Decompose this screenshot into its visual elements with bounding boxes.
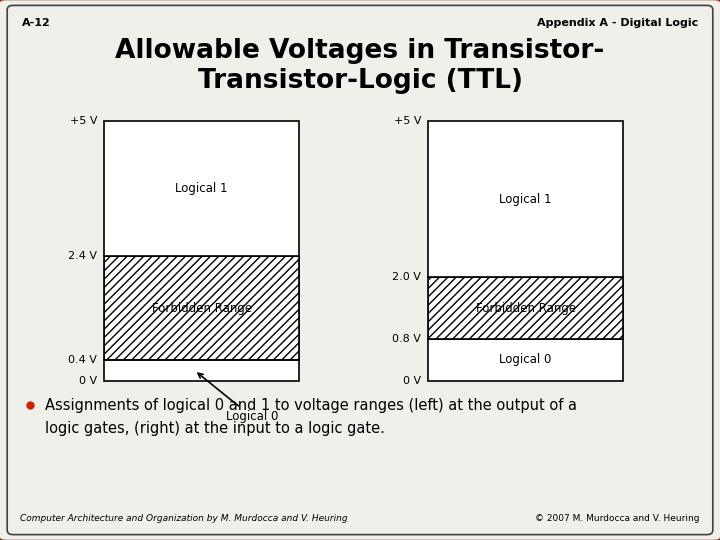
Bar: [104, 360, 299, 381]
Text: 0 V: 0 V: [403, 376, 421, 386]
Text: Computer Architecture and Organization by M. Murdocca and V. Heuring: Computer Architecture and Organization b…: [20, 514, 348, 523]
Text: 2.0 V: 2.0 V: [392, 272, 421, 282]
Bar: [428, 122, 623, 277]
Text: 2.4 V: 2.4 V: [68, 251, 97, 261]
Bar: [428, 277, 623, 339]
Bar: [428, 339, 623, 381]
Text: Logical 1: Logical 1: [500, 193, 552, 206]
Text: Transistor-Logic (TTL): Transistor-Logic (TTL): [197, 68, 523, 93]
Bar: [104, 256, 299, 360]
Text: 0 V: 0 V: [79, 376, 97, 386]
Text: Appendix A - Digital Logic: Appendix A - Digital Logic: [537, 18, 698, 28]
Bar: [104, 256, 299, 360]
Bar: [104, 122, 299, 256]
Text: Allowable Voltages in Transistor-: Allowable Voltages in Transistor-: [115, 38, 605, 64]
Text: 0.4 V: 0.4 V: [68, 355, 97, 365]
Text: Assignments of logical 0 and 1 to voltage ranges (left) at the output of a: Assignments of logical 0 and 1 to voltag…: [45, 398, 577, 413]
Text: Logical 1: Logical 1: [176, 183, 228, 195]
Text: © 2007 M. Murdocca and V. Heuring: © 2007 M. Murdocca and V. Heuring: [536, 514, 700, 523]
Text: +5 V: +5 V: [70, 117, 97, 126]
Text: A-12: A-12: [22, 18, 50, 28]
Text: Logical 0: Logical 0: [198, 373, 278, 423]
Text: logic gates, (right) at the input to a logic gate.: logic gates, (right) at the input to a l…: [45, 421, 384, 436]
Bar: [428, 277, 623, 339]
Text: Forbidden Range: Forbidden Range: [475, 302, 576, 315]
Text: +5 V: +5 V: [394, 117, 421, 126]
Text: Logical 0: Logical 0: [500, 354, 552, 367]
Text: Forbidden Range: Forbidden Range: [151, 302, 252, 315]
Text: 0.8 V: 0.8 V: [392, 334, 421, 344]
